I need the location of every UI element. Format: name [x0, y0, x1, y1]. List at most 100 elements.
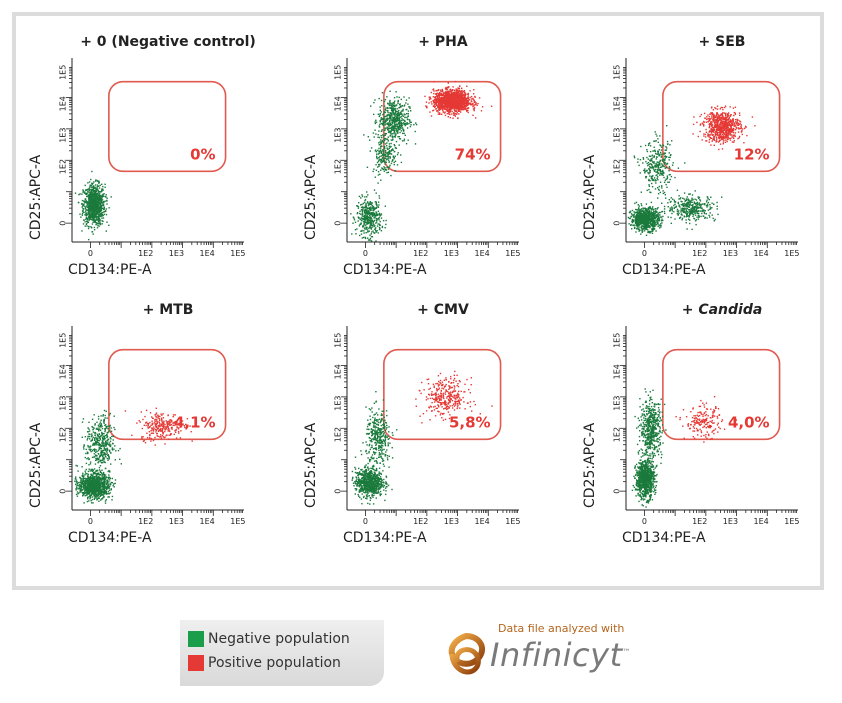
data-point	[90, 201, 93, 203]
data-point	[437, 111, 439, 113]
data-point	[377, 174, 380, 176]
data-point	[679, 198, 681, 200]
data-point	[453, 91, 456, 93]
data-point	[394, 115, 396, 117]
data-point	[454, 112, 456, 115]
data-point	[91, 223, 94, 225]
data-point	[428, 102, 430, 104]
data-point	[657, 217, 659, 219]
data-point	[659, 225, 661, 227]
data-point	[383, 118, 385, 120]
data-point	[647, 158, 649, 160]
data-point	[99, 199, 101, 201]
data-point	[657, 222, 659, 224]
data-point	[103, 207, 105, 210]
data-point	[691, 213, 693, 215]
data-point	[401, 140, 404, 142]
data-point	[449, 111, 451, 113]
data-point	[378, 228, 381, 231]
data-point	[393, 104, 395, 107]
data-point	[661, 172, 663, 174]
data-point	[394, 129, 396, 132]
data-point	[648, 218, 651, 220]
data-point	[645, 175, 648, 178]
data-point	[705, 201, 708, 203]
data-point	[438, 95, 440, 97]
data-point	[644, 227, 646, 229]
data-point	[388, 128, 390, 130]
data-point	[444, 94, 446, 96]
data-point	[436, 110, 439, 112]
data-point	[372, 211, 374, 214]
data-point	[369, 212, 371, 215]
data-point	[458, 103, 460, 105]
data-point	[96, 193, 98, 195]
data-point	[371, 224, 373, 226]
data-point	[660, 145, 662, 147]
data-point	[361, 195, 364, 198]
data-point	[372, 221, 374, 223]
data-point	[446, 91, 448, 94]
data-point	[361, 213, 364, 216]
data-point	[649, 166, 651, 169]
data-point	[637, 225, 639, 227]
data-point	[473, 101, 475, 103]
data-point	[443, 108, 445, 110]
data-point	[388, 166, 390, 168]
data-point	[82, 207, 84, 210]
data-point	[376, 212, 378, 214]
data-point	[716, 208, 718, 210]
data-point	[637, 222, 640, 225]
data-point	[473, 105, 475, 107]
data-point	[442, 98, 444, 100]
data-point	[447, 92, 449, 94]
data-point	[393, 157, 395, 160]
data-point	[389, 102, 391, 104]
data-point	[651, 215, 653, 217]
data-point	[384, 127, 386, 129]
data-point	[713, 220, 715, 222]
data-point	[91, 188, 93, 191]
data-point	[466, 109, 469, 111]
data-point	[389, 131, 392, 133]
data-point	[665, 149, 668, 151]
data-point	[408, 122, 410, 125]
data-point	[386, 117, 388, 119]
data-point	[369, 150, 371, 152]
data-point	[95, 219, 98, 221]
data-point	[647, 215, 649, 217]
data-point	[656, 177, 658, 180]
data-point	[656, 153, 658, 155]
data-point	[645, 215, 647, 218]
data-point	[103, 211, 106, 213]
data-point	[461, 106, 463, 108]
data-point	[394, 155, 396, 158]
data-point	[701, 203, 704, 205]
x-tick-label: 1E3	[444, 249, 459, 258]
data-point	[680, 204, 682, 206]
data-point	[671, 212, 673, 215]
data-point	[649, 191, 651, 193]
data-point	[91, 210, 93, 213]
data-point	[454, 114, 456, 116]
data-point	[371, 226, 373, 228]
data-point	[388, 151, 390, 153]
data-point	[397, 136, 399, 138]
data-point	[445, 95, 447, 98]
data-point	[390, 119, 392, 121]
data-point	[445, 88, 448, 90]
data-point	[102, 188, 104, 190]
data-point	[372, 170, 374, 173]
data-point	[403, 123, 405, 126]
data-point	[363, 230, 365, 232]
data-point	[367, 136, 369, 138]
data-point	[693, 206, 695, 208]
data-point	[378, 115, 380, 118]
data-point	[447, 109, 450, 111]
data-point	[643, 210, 645, 212]
data-point	[403, 129, 405, 131]
data-point	[93, 199, 95, 202]
data-point	[361, 229, 363, 232]
data-point	[443, 101, 445, 103]
data-point	[398, 120, 401, 122]
